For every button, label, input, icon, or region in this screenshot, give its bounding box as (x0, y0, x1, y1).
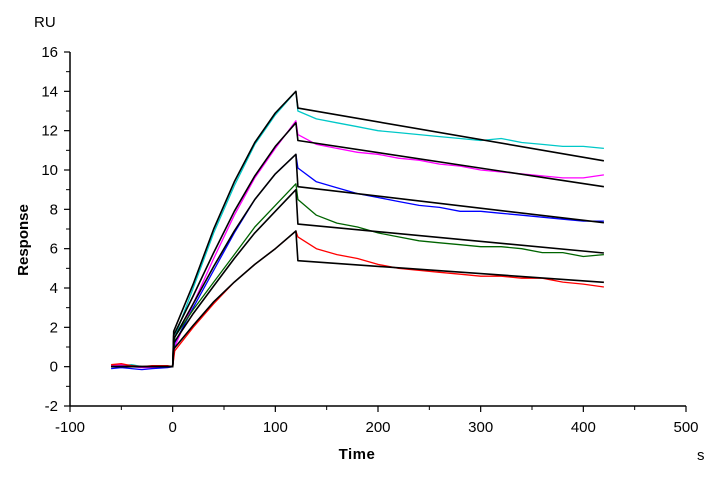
data-series-line (111, 120, 604, 369)
y-unit-label: RU (34, 14, 56, 31)
y-tick-label: 12 (41, 123, 58, 140)
x-tick-label: 0 (168, 419, 176, 436)
x-tick-label: 500 (673, 419, 698, 436)
fit-curve-line (111, 230, 604, 368)
x-tick-label: 400 (571, 419, 596, 436)
y-tick-label: 8 (50, 201, 58, 218)
fit-curve-line (111, 122, 605, 368)
y-tick-label: 4 (50, 280, 58, 297)
x-axis-label: Time (339, 446, 376, 463)
y-tick-label: 10 (41, 162, 58, 179)
x-tick-label: -100 (55, 419, 85, 436)
plot-area (111, 90, 605, 371)
y-tick-label: -2 (45, 398, 58, 415)
data-series-line (111, 183, 604, 368)
y-tick-label: 16 (41, 44, 58, 61)
data-series-line (111, 230, 604, 368)
x-unit-label: s (697, 447, 705, 464)
data-series-line (111, 153, 604, 371)
axes: -100 0 100 200 300 400 500 -2 0 2 4 6 8 10 12 14 16 (41, 44, 698, 436)
y-tick-label: 2 (50, 319, 58, 336)
y-tick-label: 0 (50, 359, 58, 376)
y-axis-label: Response (15, 204, 32, 276)
y-tick-label: 14 (41, 83, 58, 100)
x-tick-label: 100 (263, 419, 288, 436)
x-tick-label: 200 (365, 419, 390, 436)
y-tick-label: 6 (50, 241, 58, 258)
x-tick-label: 300 (468, 419, 493, 436)
